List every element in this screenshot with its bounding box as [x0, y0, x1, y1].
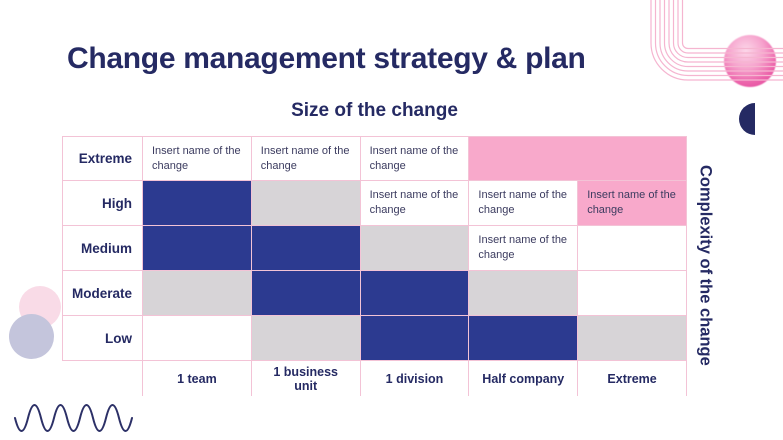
wave-line-decoration [14, 404, 133, 432]
column-label: Half company [469, 361, 579, 396]
pipe-lines-decoration [650, 0, 783, 81]
sphere-decoration [724, 35, 776, 87]
matrix-cell [143, 316, 252, 361]
matrix-cell [251, 316, 361, 361]
matrix-cell [251, 226, 361, 271]
column-label: 1 business unit [252, 361, 361, 396]
column-label: 1 division [361, 361, 470, 396]
matrix-cell [360, 316, 470, 361]
matrix-cell[interactable]: Insert name of the change [360, 136, 470, 181]
matrix-cell [251, 181, 361, 226]
matrix-cell[interactable]: Insert name of the change [360, 181, 470, 226]
matrix-cell [469, 316, 579, 361]
matrix-cell [251, 271, 361, 316]
row-label: Low [62, 316, 143, 361]
matrix-cell [360, 271, 470, 316]
matrix-cell [143, 181, 252, 226]
matrix-cell[interactable]: Insert name of the change [143, 136, 252, 181]
footer-corner-cell [62, 361, 143, 396]
matrix-cell [143, 226, 252, 271]
matrix-cell [143, 271, 252, 316]
row-label: Extreme [62, 136, 143, 181]
matrix-cell[interactable]: Insert name of the change [469, 226, 579, 271]
matrix-cell [578, 271, 687, 316]
matrix-cell [360, 226, 470, 271]
matrix-cell [469, 271, 579, 316]
row-label: Moderate [62, 271, 143, 316]
lavender-circle-decoration [9, 314, 54, 359]
row-label: High [62, 181, 143, 226]
change-matrix: Extreme Insert name of the change Insert n… [62, 136, 687, 396]
row-label: Medium [62, 226, 143, 271]
matrix-cell [469, 136, 687, 181]
column-label: Extreme [578, 361, 687, 396]
matrix-cell [578, 316, 687, 361]
matrix-cell[interactable]: Insert name of the change [578, 181, 687, 226]
y-axis-title: Complexity of the change [696, 164, 715, 366]
matrix-cell[interactable]: Insert name of the change [469, 181, 579, 226]
half-circle-decoration [739, 103, 755, 135]
column-label: 1 team [143, 361, 252, 396]
x-axis-title: Size of the change [291, 100, 458, 121]
matrix-cell[interactable]: Insert name of the change [251, 136, 361, 181]
matrix-cell [578, 226, 687, 271]
slide-title: Change management strategy & plan [67, 42, 586, 75]
